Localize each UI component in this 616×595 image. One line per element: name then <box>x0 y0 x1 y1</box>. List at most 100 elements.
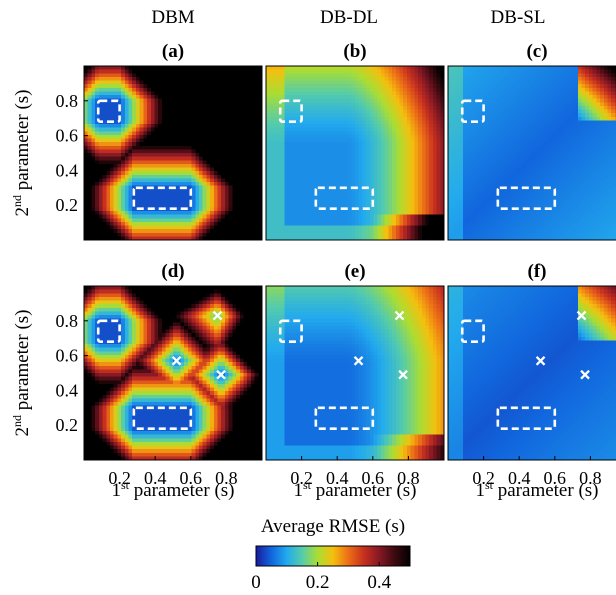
heatmap-cell <box>117 76 122 82</box>
heatmap-cell <box>128 225 133 230</box>
heatmap-cell <box>117 232 122 238</box>
heatmap-cell <box>329 105 334 111</box>
heatmap-cell <box>195 124 200 129</box>
heatmap-cell <box>358 236 364 240</box>
heatmap-cell <box>459 203 464 209</box>
heatmap-cell <box>466 236 471 240</box>
heatmap-cell <box>299 203 304 209</box>
heatmap-cell <box>332 109 338 114</box>
heatmap-cell <box>392 95 397 100</box>
heatmap-cell <box>455 131 460 136</box>
heatmap-cell <box>228 134 234 140</box>
heatmap-cell <box>143 120 148 125</box>
heatmap-cell <box>87 84 93 89</box>
heatmap-cell <box>165 124 171 129</box>
heatmap-cell <box>303 138 308 143</box>
heatmap-cell <box>221 185 226 190</box>
heatmap-cell <box>362 156 367 161</box>
heatmap-cell <box>147 200 152 205</box>
heatmap-cell <box>462 91 468 96</box>
heatmap-cell <box>269 207 275 212</box>
heatmap-cell <box>102 185 107 190</box>
heatmap-cell <box>425 109 430 114</box>
heatmap-cell <box>432 225 438 230</box>
heatmap-cell <box>184 171 189 176</box>
heatmap-cell <box>284 207 289 212</box>
heatmap-cell <box>243 113 248 118</box>
heatmap-cell <box>239 98 245 103</box>
heatmap-cell <box>303 134 308 140</box>
heatmap-cell <box>161 87 167 93</box>
heatmap-cell <box>184 113 189 118</box>
heatmap-cell <box>165 109 171 114</box>
heatmap-cell <box>236 200 241 205</box>
heatmap-cell <box>362 73 367 78</box>
heatmap-cell <box>254 189 260 194</box>
heatmap-cell <box>117 203 122 209</box>
heatmap-cell <box>236 163 241 169</box>
heatmap-cell <box>377 207 382 212</box>
heatmap-cell <box>206 120 211 125</box>
heatmap-cell <box>84 149 89 154</box>
heatmap-cell <box>455 167 460 172</box>
heatmap-cell <box>332 160 338 165</box>
heatmap-cell <box>403 95 408 100</box>
heatmap-cell <box>459 95 464 100</box>
heatmap-cell <box>432 69 438 74</box>
heatmap-cell <box>154 142 159 147</box>
heatmap-cell <box>191 95 196 100</box>
heatmap-cell <box>165 156 171 161</box>
heatmap-cell <box>384 145 390 151</box>
heatmap-cell <box>184 167 189 172</box>
heatmap-cell <box>106 76 111 82</box>
heatmap-cell <box>418 196 423 201</box>
heatmap-cell <box>150 109 156 114</box>
heatmap-cell <box>410 218 416 223</box>
heatmap-cell <box>176 153 182 158</box>
heatmap-cell <box>280 232 286 238</box>
heatmap-cell <box>184 91 189 96</box>
heatmap-cell <box>195 138 200 143</box>
heatmap-cell <box>236 211 241 216</box>
heatmap-cell <box>206 232 211 238</box>
heatmap-cell <box>132 134 137 140</box>
heatmap-cell <box>384 185 390 190</box>
heatmap-cell <box>106 236 111 240</box>
heatmap-cell <box>347 221 353 227</box>
heatmap-cell <box>448 95 453 100</box>
heatmap-cell <box>440 185 444 190</box>
heatmap-cell <box>195 131 200 136</box>
heatmap-cell <box>362 171 367 176</box>
heatmap-cell <box>455 221 460 227</box>
heatmap-cell <box>321 200 327 205</box>
heatmap-cell <box>154 84 159 89</box>
heatmap-cell <box>158 203 163 209</box>
heatmap-cell <box>154 98 159 103</box>
heatmap-cell <box>303 124 308 129</box>
heatmap-cell <box>187 160 193 165</box>
heatmap-cell <box>421 91 427 96</box>
heatmap-cell <box>236 76 241 82</box>
heatmap-cell <box>198 66 204 71</box>
heatmap-cell <box>280 203 286 209</box>
heatmap-cell <box>399 185 404 190</box>
heatmap-cell <box>325 149 330 154</box>
heatmap-cell <box>202 153 208 158</box>
heatmap-cell <box>306 207 312 212</box>
heatmap-cell <box>224 105 230 111</box>
heatmap-cell <box>217 124 222 129</box>
heatmap-cell <box>266 95 271 100</box>
heatmap-cell <box>210 236 215 240</box>
heatmap-cell <box>284 153 289 158</box>
heatmap-cell <box>98 196 104 201</box>
heatmap-cell <box>380 156 386 161</box>
heatmap-cell <box>84 116 89 122</box>
heatmap-cell <box>128 153 133 158</box>
heatmap-cell <box>202 120 208 125</box>
heatmap-cell <box>173 225 178 230</box>
heatmap-cell <box>180 236 185 240</box>
heatmap-cell <box>384 134 390 140</box>
heatmap-cell <box>329 174 334 180</box>
heatmap-cell <box>266 225 271 230</box>
